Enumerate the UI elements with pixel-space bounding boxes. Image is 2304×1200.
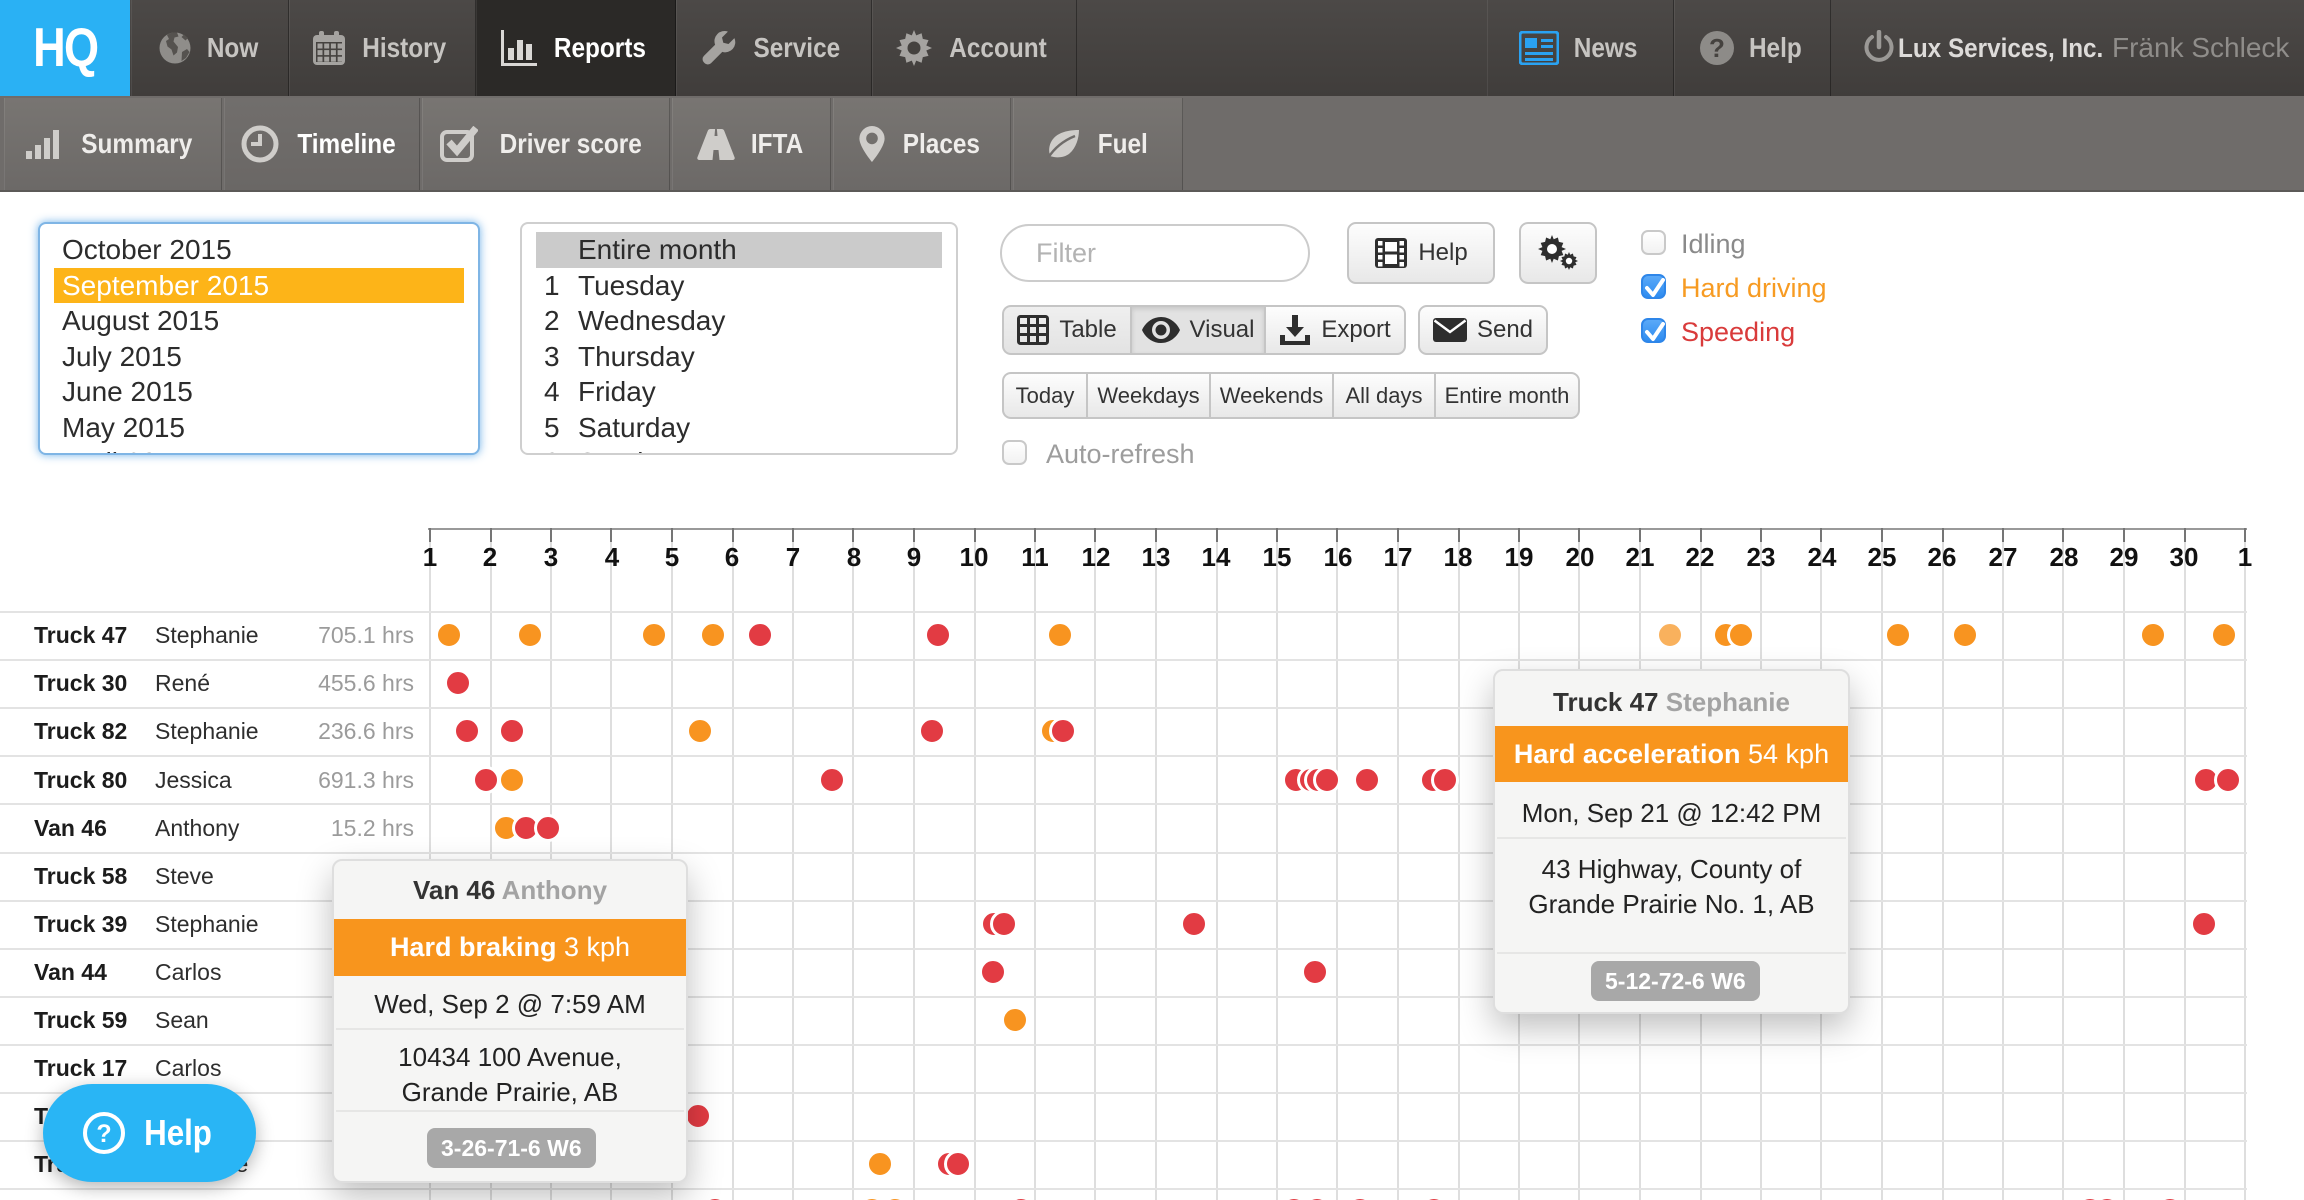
svg-text:?: ?	[96, 1120, 111, 1148]
svg-text:?: ?	[1709, 33, 1725, 63]
